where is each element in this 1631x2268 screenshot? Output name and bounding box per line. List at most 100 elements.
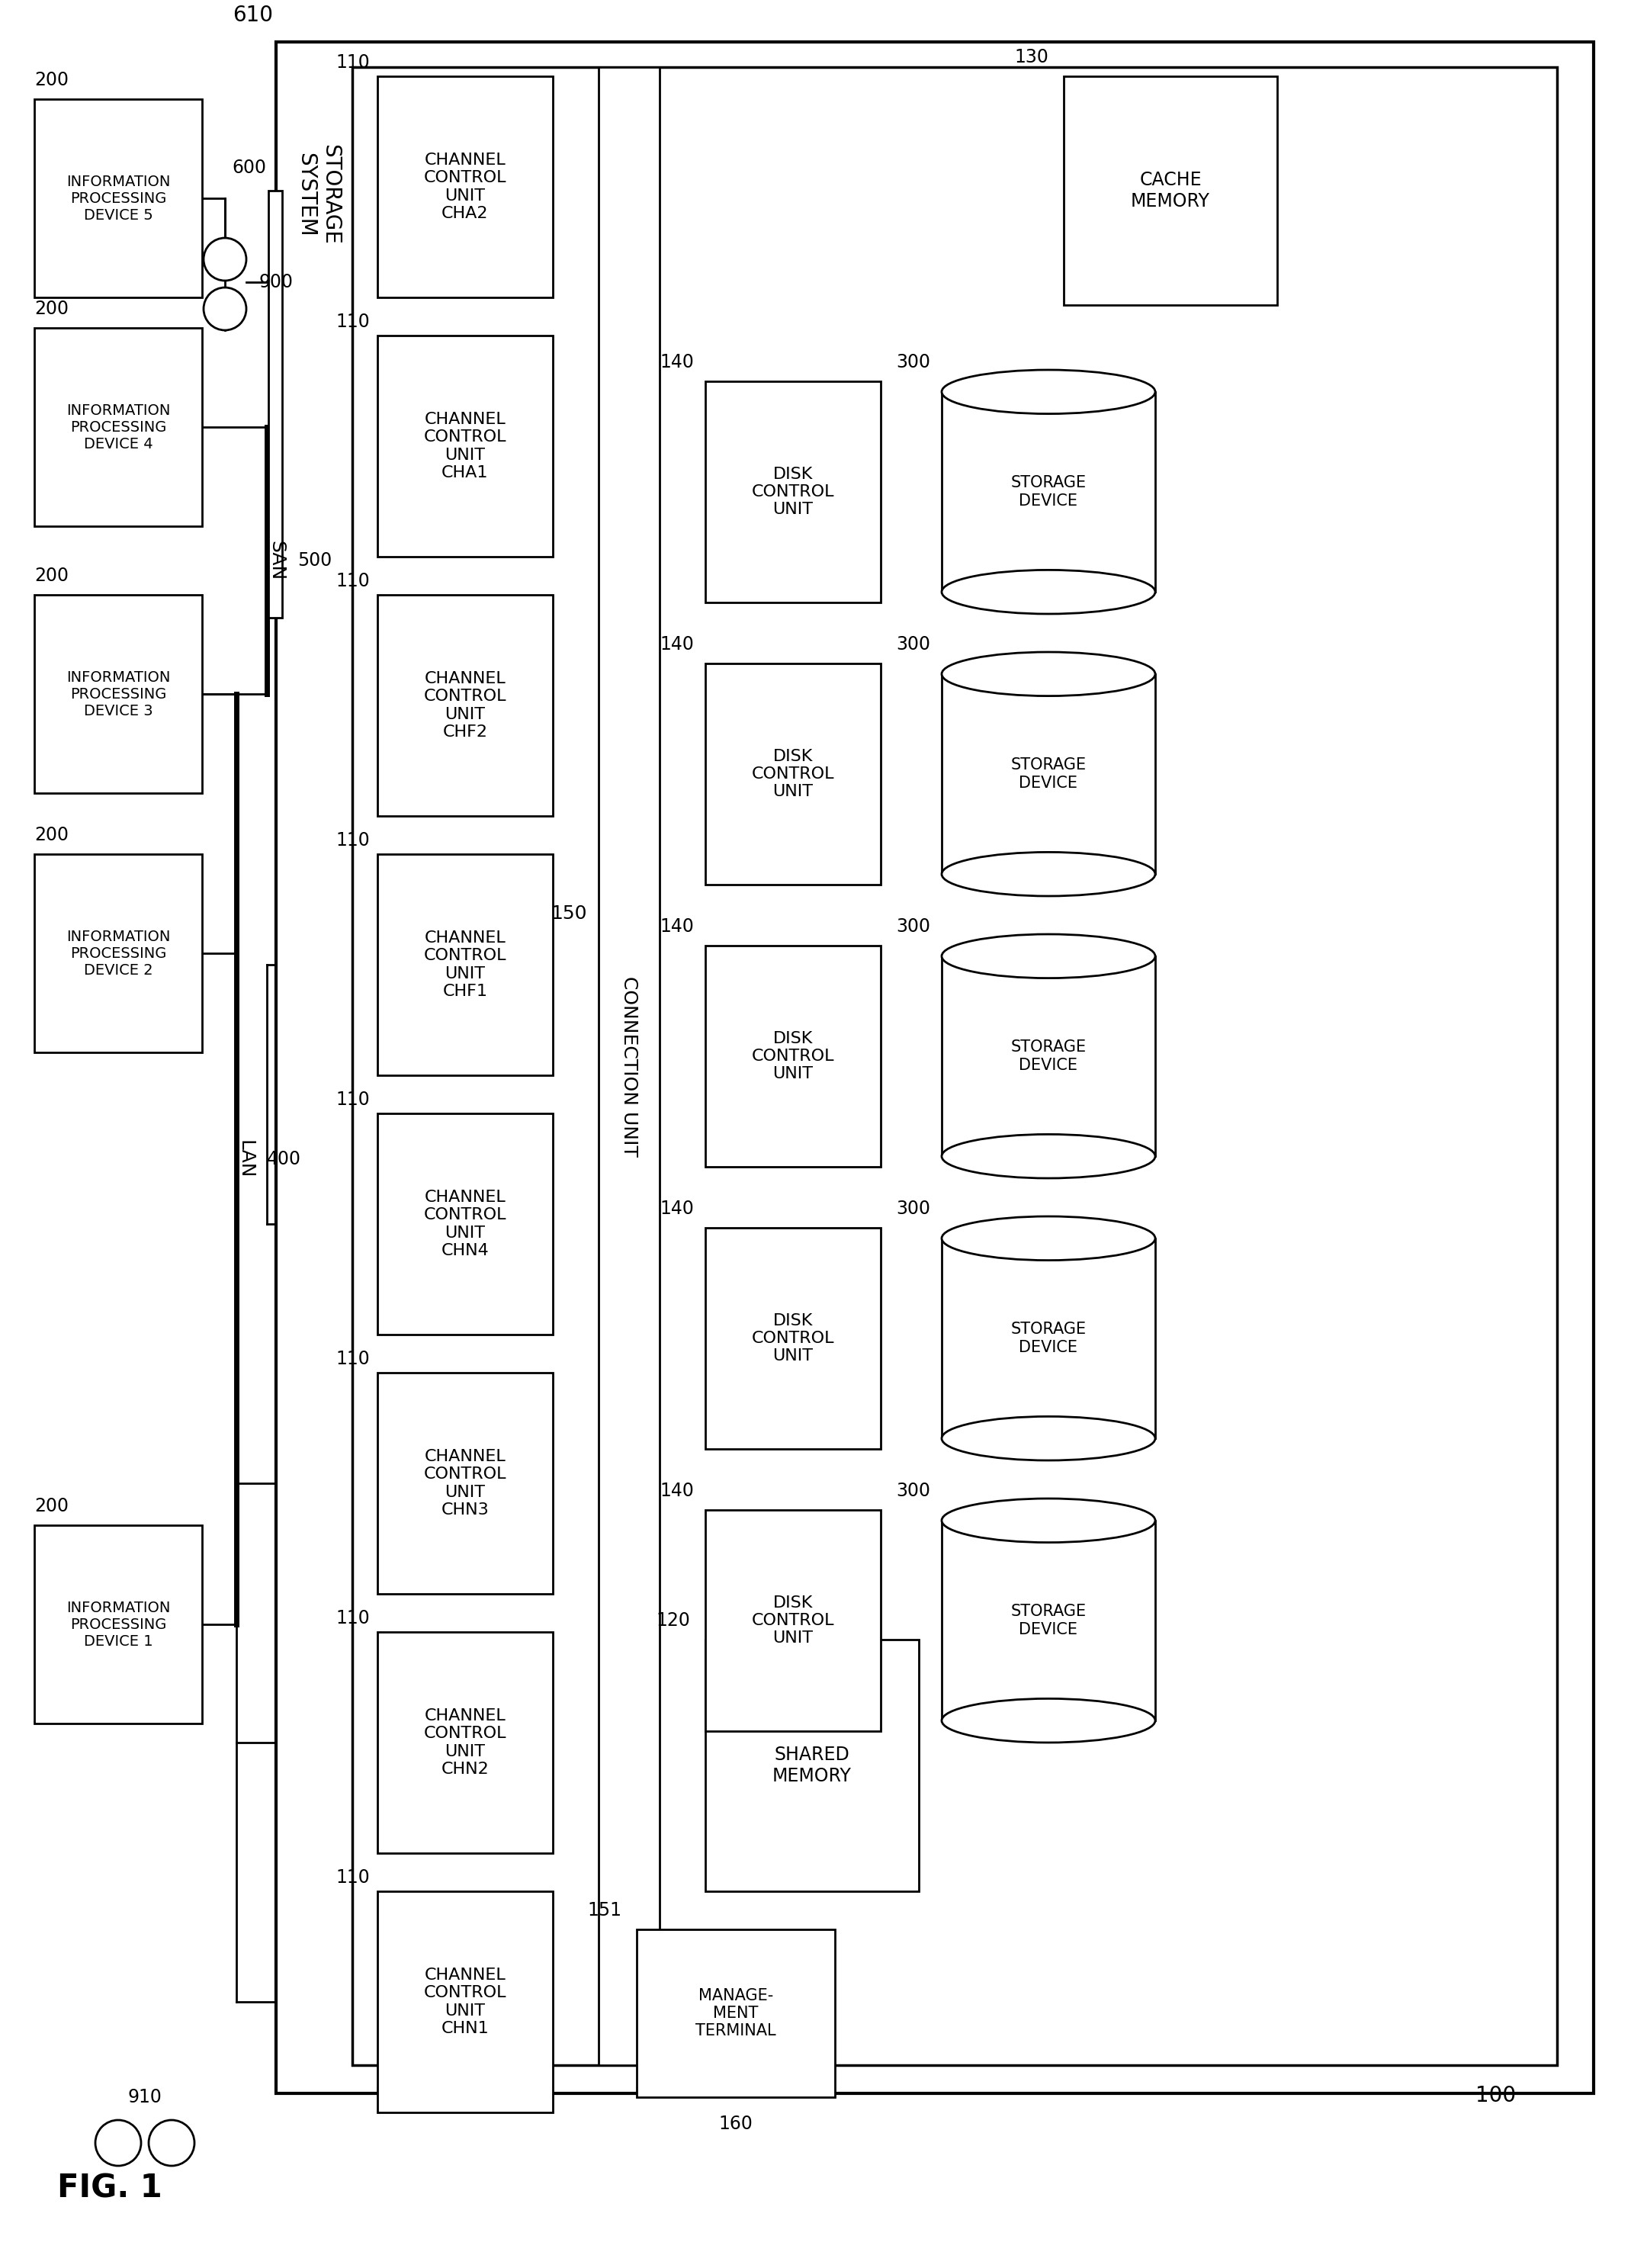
Text: DISK
CONTROL
UNIT: DISK CONTROL UNIT — [752, 467, 835, 517]
Bar — [377, 1633, 553, 1853]
Text: 200: 200 — [34, 1497, 69, 1515]
Bar — [377, 1892, 553, 2112]
Bar — [705, 946, 881, 1166]
Bar — [34, 329, 202, 526]
Text: 150: 150 — [551, 905, 587, 923]
Text: 900: 900 — [259, 272, 294, 290]
Bar — [599, 68, 659, 2066]
Ellipse shape — [941, 1134, 1155, 1179]
Bar — [941, 1520, 1155, 1721]
Bar — [377, 1114, 553, 1334]
Bar — [377, 1372, 553, 1594]
Text: 400: 400 — [267, 1150, 302, 1168]
Text: CACHE
MEMORY: CACHE MEMORY — [1130, 170, 1210, 211]
Text: STORAGE
SYSTEM: STORAGE SYSTEM — [295, 145, 341, 245]
Text: FIG. 1: FIG. 1 — [57, 2173, 161, 2204]
Text: 110: 110 — [336, 1608, 370, 1628]
Text: CHANNEL
CONTROL
UNIT
CHN1: CHANNEL CONTROL UNIT CHN1 — [424, 1969, 507, 2037]
Text: 200: 200 — [34, 567, 69, 585]
Bar — [34, 1524, 202, 1724]
Bar — [705, 1227, 881, 1449]
Text: 910: 910 — [127, 2089, 161, 2107]
Text: 140: 140 — [659, 635, 693, 653]
Text: 200: 200 — [34, 826, 69, 844]
Bar — [352, 68, 1558, 2066]
Text: 300: 300 — [895, 1200, 930, 1218]
Text: SHARED
MEMORY: SHARED MEMORY — [773, 1746, 851, 1785]
Text: INFORMATION
PROCESSING
DEVICE 2: INFORMATION PROCESSING DEVICE 2 — [67, 930, 170, 978]
Text: CHANNEL
CONTROL
UNIT
CHF1: CHANNEL CONTROL UNIT CHF1 — [424, 930, 507, 998]
Ellipse shape — [941, 1216, 1155, 1261]
Bar — [705, 381, 881, 603]
Ellipse shape — [941, 1418, 1155, 1461]
Text: 500: 500 — [297, 551, 331, 569]
Text: STORAGE
DEVICE: STORAGE DEVICE — [1011, 758, 1086, 792]
Text: STORAGE
DEVICE: STORAGE DEVICE — [1011, 476, 1086, 508]
Ellipse shape — [941, 370, 1155, 413]
Bar — [705, 1510, 881, 1730]
Text: 200: 200 — [34, 299, 69, 318]
Text: DISK
CONTROL
UNIT: DISK CONTROL UNIT — [752, 748, 835, 798]
Bar — [377, 594, 553, 816]
Bar — [705, 665, 881, 885]
Text: 300: 300 — [895, 1481, 930, 1499]
Bar — [941, 957, 1155, 1157]
Text: DISK
CONTROL
UNIT: DISK CONTROL UNIT — [752, 1594, 835, 1647]
Text: CHANNEL
CONTROL
UNIT
CHN3: CHANNEL CONTROL UNIT CHN3 — [424, 1449, 507, 1517]
Text: MANAGE-
MENT
TERMINAL: MANAGE- MENT TERMINAL — [695, 1989, 776, 2039]
Text: CHANNEL
CONTROL
UNIT
CHF2: CHANNEL CONTROL UNIT CHF2 — [424, 671, 507, 739]
Bar — [34, 855, 202, 1052]
Text: 160: 160 — [719, 2114, 754, 2132]
Text: 300: 300 — [895, 919, 930, 937]
Ellipse shape — [941, 1499, 1155, 1542]
Text: 110: 110 — [336, 54, 370, 73]
Circle shape — [204, 238, 246, 281]
Text: CHANNEL
CONTROL
UNIT
CHA2: CHANNEL CONTROL UNIT CHA2 — [424, 152, 507, 220]
Text: 110: 110 — [336, 832, 370, 850]
Text: 151: 151 — [587, 1901, 621, 1919]
Bar — [941, 392, 1155, 592]
Text: INFORMATION
PROCESSING
DEVICE 4: INFORMATION PROCESSING DEVICE 4 — [67, 404, 170, 451]
Text: CONNECTION UNIT: CONNECTION UNIT — [620, 975, 638, 1157]
Text: INFORMATION
PROCESSING
DEVICE 3: INFORMATION PROCESSING DEVICE 3 — [67, 669, 170, 719]
Text: 600: 600 — [232, 159, 266, 177]
Text: LAN: LAN — [236, 1141, 254, 1179]
Bar — [34, 594, 202, 794]
Text: INFORMATION
PROCESSING
DEVICE 5: INFORMATION PROCESSING DEVICE 5 — [67, 175, 170, 222]
Bar — [941, 674, 1155, 873]
Text: INFORMATION
PROCESSING
DEVICE 1: INFORMATION PROCESSING DEVICE 1 — [67, 1601, 170, 1649]
Bar — [636, 1930, 835, 2098]
Text: 300: 300 — [895, 354, 930, 372]
Text: 140: 140 — [659, 1481, 693, 1499]
Text: 610: 610 — [233, 5, 274, 25]
Text: CHANNEL
CONTROL
UNIT
CHA1: CHANNEL CONTROL UNIT CHA1 — [424, 413, 507, 481]
Text: 110: 110 — [336, 1349, 370, 1368]
Bar — [377, 77, 553, 297]
Ellipse shape — [941, 651, 1155, 696]
Text: DISK
CONTROL
UNIT: DISK CONTROL UNIT — [752, 1032, 835, 1082]
Text: SAN: SAN — [267, 540, 285, 581]
Bar — [269, 191, 282, 617]
Bar — [377, 336, 553, 556]
Text: 140: 140 — [659, 919, 693, 937]
Text: 300: 300 — [895, 635, 930, 653]
Text: 120: 120 — [656, 1610, 690, 1631]
Bar — [34, 100, 202, 297]
Text: STORAGE
DEVICE: STORAGE DEVICE — [1011, 1039, 1086, 1073]
Text: CHANNEL
CONTROL
UNIT
CHN2: CHANNEL CONTROL UNIT CHN2 — [424, 1708, 507, 1776]
Ellipse shape — [941, 934, 1155, 978]
Ellipse shape — [941, 569, 1155, 615]
Text: CHANNEL
CONTROL
UNIT
CHN4: CHANNEL CONTROL UNIT CHN4 — [424, 1191, 507, 1259]
Bar — [276, 41, 1593, 2093]
Circle shape — [148, 2121, 194, 2166]
Text: 140: 140 — [659, 1200, 693, 1218]
Bar — [941, 1238, 1155, 1438]
Text: STORAGE
DEVICE: STORAGE DEVICE — [1011, 1603, 1086, 1637]
Bar — [1063, 77, 1277, 304]
Text: STORAGE
DEVICE: STORAGE DEVICE — [1011, 1322, 1086, 1354]
Text: 110: 110 — [336, 572, 370, 590]
Text: 110: 110 — [336, 1091, 370, 1109]
Text: 140: 140 — [659, 354, 693, 372]
Text: 200: 200 — [34, 70, 69, 88]
Bar — [705, 1640, 918, 1892]
